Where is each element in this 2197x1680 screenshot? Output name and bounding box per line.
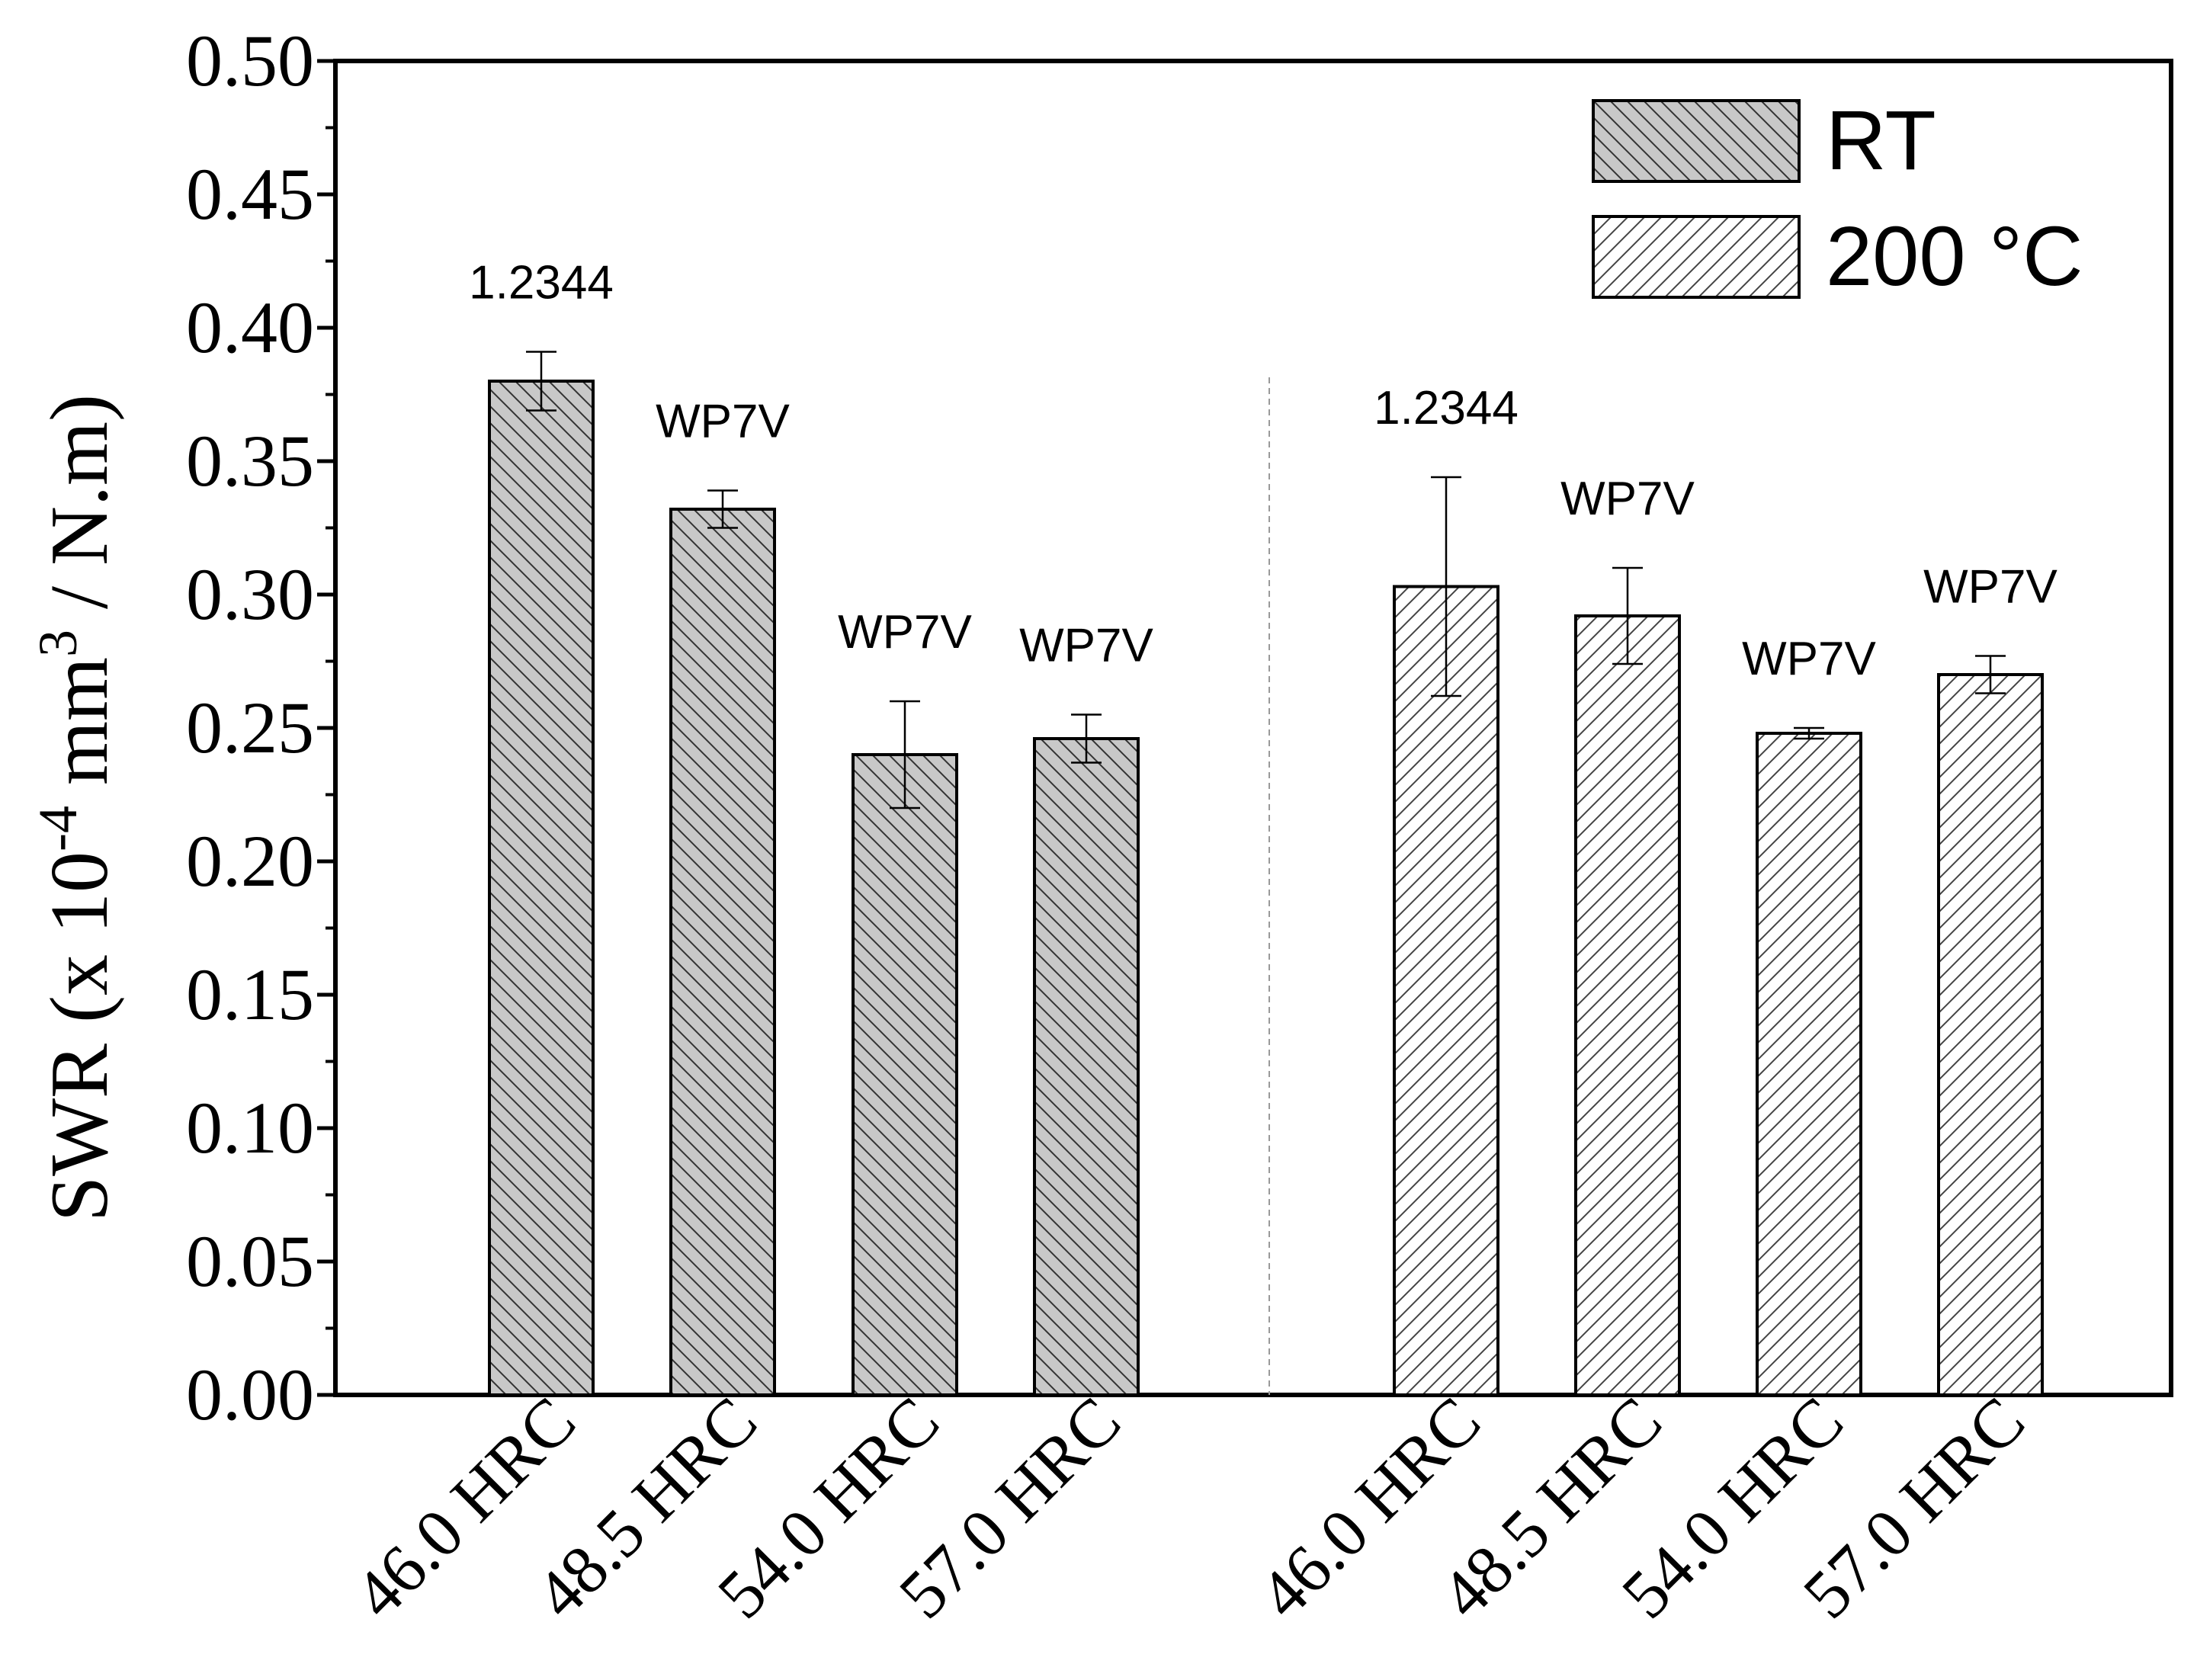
legend-label-200c: 200 °C	[1826, 210, 2083, 303]
y-axis-label-suffix: / N.m)	[34, 394, 125, 630]
y-tick-label: 0.05	[186, 1220, 314, 1302]
y-tick-label: 0.15	[186, 954, 314, 1035]
bar-label: WP7V	[656, 396, 790, 448]
y-tick-label: 0.35	[186, 420, 314, 502]
bar	[488, 380, 595, 1396]
y-axis-label-prefix: SWR (x 10	[34, 851, 125, 1222]
bar-label: WP7V	[1019, 620, 1153, 672]
bar-label: WP7V	[1742, 633, 1876, 685]
y-axis-label-exponent: -4	[27, 806, 88, 851]
y-tick-label: 0.30	[186, 553, 314, 635]
y-axis-label: SWR (x 10-4 mm3 / N.m)	[27, 394, 125, 1222]
y-tick-label: 0.20	[186, 820, 314, 902]
bar-label: 1.2344	[469, 257, 614, 309]
bar	[1033, 737, 1140, 1396]
y-tick-label: 0.50	[186, 20, 314, 101]
bar-label: WP7V	[1560, 473, 1695, 525]
bar	[669, 508, 776, 1396]
legend: RT 200 °C	[1592, 94, 2083, 303]
y-axis-label-exponent-2: 3	[27, 630, 88, 657]
y-tick-label: 0.10	[186, 1087, 314, 1169]
y-tick-label: 0.25	[186, 687, 314, 768]
y-axis-label-unit: mm	[34, 657, 125, 806]
legend-swatch-rt	[1592, 99, 1801, 183]
bar	[852, 753, 958, 1396]
bar-label: 1.2344	[1374, 382, 1519, 434]
y-tick-label: 0.45	[186, 153, 314, 235]
bar	[1756, 732, 1862, 1396]
legend-swatch-200c	[1592, 215, 1801, 299]
bar-label: WP7V	[838, 606, 972, 659]
y-tick-label: 0.40	[186, 287, 314, 368]
bar-label: WP7V	[1923, 561, 2057, 614]
y-tick-label: 0.00	[186, 1354, 314, 1435]
legend-label-rt: RT	[1826, 94, 1936, 188]
bar	[1937, 673, 2044, 1396]
bar	[1574, 614, 1681, 1396]
bar	[1393, 585, 1499, 1396]
